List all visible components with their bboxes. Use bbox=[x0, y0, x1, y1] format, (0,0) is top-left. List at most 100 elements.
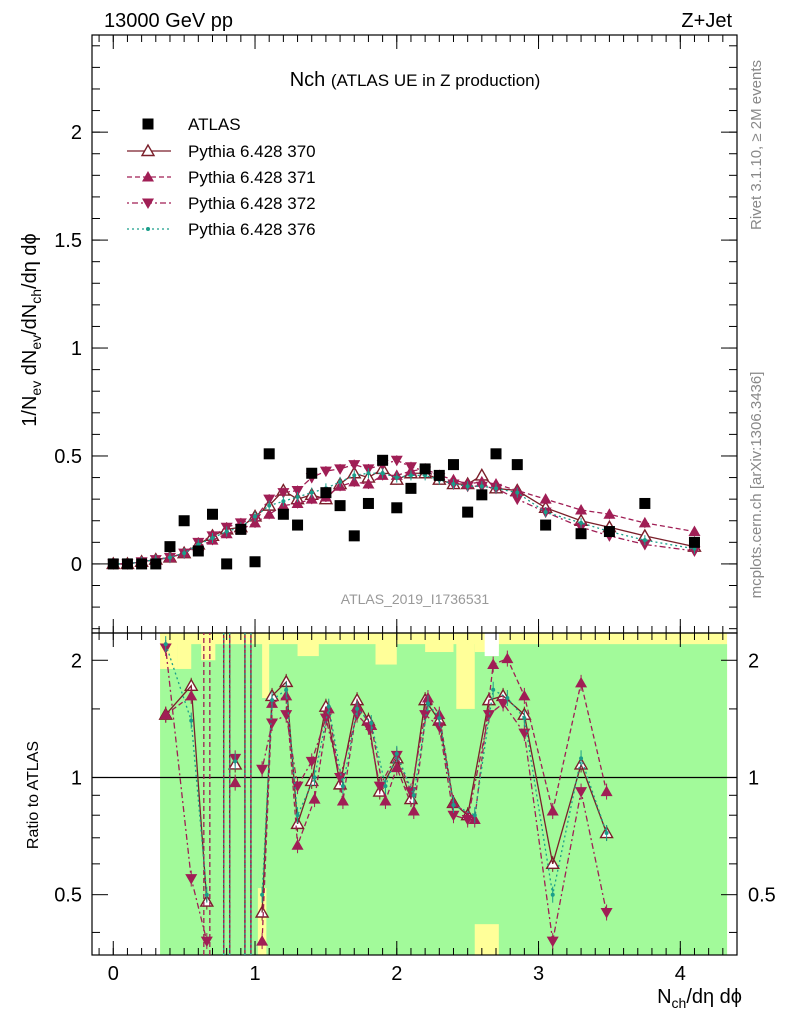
ratio-3-point bbox=[518, 728, 531, 740]
x-tick-label: 1 bbox=[249, 963, 260, 985]
ratio-plot-frame bbox=[91, 632, 738, 956]
ratio-y-tick-label-right: 2 bbox=[748, 650, 759, 672]
atlas-point bbox=[419, 463, 431, 475]
atlas-point bbox=[320, 487, 332, 499]
yellow-patch bbox=[456, 633, 475, 709]
legend-marker bbox=[146, 227, 150, 231]
ratio-y-tick-label: 0.5 bbox=[54, 885, 82, 907]
legend-label: Pythia 6.428 370 bbox=[188, 142, 316, 161]
chart-title: Nch (ATLAS UE in Z production) bbox=[290, 69, 541, 91]
series-4-point bbox=[224, 529, 229, 534]
ratio-y-axis-label: Ratio to ATLAS bbox=[25, 741, 42, 849]
atlas-point bbox=[292, 519, 304, 531]
atlas-point bbox=[235, 523, 247, 535]
ratio-line-2 bbox=[261, 657, 608, 942]
header-left: 13000 GeV pp bbox=[104, 10, 233, 32]
y-tick-label: 0.5 bbox=[54, 446, 82, 468]
atlas-point bbox=[263, 448, 275, 460]
ratio-4-point bbox=[604, 831, 609, 836]
series-line-2 bbox=[113, 468, 695, 565]
ratio-4-point bbox=[295, 813, 300, 818]
series-4-point bbox=[267, 503, 272, 508]
legend-label: Pythia 6.428 372 bbox=[188, 194, 316, 213]
ratio-3-point bbox=[600, 908, 613, 919]
series-3-point bbox=[511, 494, 524, 506]
legend: ATLAS Pythia 6.428 370 Pythia 6.428 371 Pyt… bbox=[127, 115, 316, 239]
series-4-point bbox=[281, 499, 286, 504]
series-2-point bbox=[291, 497, 304, 508]
ratio-line-4 bbox=[165, 643, 208, 895]
series-2-point bbox=[688, 525, 701, 537]
series-4-point bbox=[543, 510, 548, 515]
atlas-point bbox=[490, 448, 502, 460]
yellow-patch bbox=[160, 633, 178, 669]
legend-entry-4: Pythia 6.428 376 bbox=[127, 220, 316, 239]
atlas-point bbox=[639, 497, 651, 509]
yellow-patch-low bbox=[474, 924, 499, 955]
atlas-point bbox=[447, 459, 459, 471]
ratio-y-tick-label-right: 1 bbox=[748, 767, 759, 789]
series-4-point bbox=[408, 473, 413, 478]
atlas-point bbox=[150, 558, 162, 570]
atlas-point bbox=[433, 469, 445, 481]
atlas-point bbox=[391, 502, 403, 514]
ratio-4-point bbox=[411, 793, 416, 798]
series-4-point bbox=[309, 490, 314, 495]
ratio-2-point bbox=[487, 658, 500, 670]
yellow-patch-low bbox=[257, 888, 267, 955]
legend-entry-1: Pythia 6.428 370 bbox=[127, 142, 316, 161]
series-4-point bbox=[494, 486, 499, 491]
yellow-patch bbox=[297, 633, 319, 657]
series-4-point bbox=[380, 471, 385, 476]
series-3-point bbox=[575, 522, 588, 534]
series-3-point bbox=[390, 455, 403, 467]
yellow-patch bbox=[375, 633, 397, 665]
series-layer bbox=[106, 455, 702, 570]
series-4-point bbox=[253, 514, 258, 519]
atlas-point bbox=[348, 530, 360, 542]
legend-atlas-label: ATLAS bbox=[188, 115, 241, 134]
header-right: Z+Jet bbox=[681, 10, 732, 32]
series-2-point bbox=[638, 516, 651, 528]
series-4-point bbox=[338, 479, 343, 484]
legend-entry-atlas: ATLAS bbox=[142, 115, 241, 134]
ratio-series-group bbox=[158, 633, 614, 955]
x-tick-label: 4 bbox=[675, 963, 686, 985]
ratio-line-3 bbox=[261, 702, 608, 942]
atlas-data-points bbox=[107, 448, 700, 570]
legend-atlas-marker bbox=[142, 118, 154, 130]
atlas-point bbox=[362, 497, 374, 509]
x-tick-label: 2 bbox=[391, 963, 402, 985]
ratio-4-point bbox=[312, 775, 317, 780]
series-4-point bbox=[366, 471, 371, 476]
ratio-2-point bbox=[575, 676, 588, 688]
ratio-3-point bbox=[461, 814, 474, 826]
atlas-point bbox=[306, 467, 318, 479]
legend-label: Pythia 6.428 376 bbox=[188, 220, 316, 239]
series-2-point bbox=[263, 508, 276, 519]
series-3-point bbox=[291, 486, 304, 497]
series-4-point bbox=[465, 484, 470, 489]
series-3-point bbox=[348, 460, 361, 471]
legend-label: Pythia 6.428 371 bbox=[188, 168, 316, 187]
yellow-patch bbox=[201, 633, 216, 661]
series-2-point bbox=[603, 508, 616, 519]
series-2-point bbox=[575, 503, 588, 515]
axis-ticks bbox=[92, 35, 737, 955]
green-band bbox=[160, 644, 728, 955]
legend-entry-2: Pythia 6.428 371 bbox=[127, 168, 316, 187]
ratio-4-point bbox=[233, 759, 238, 764]
ratio-4-point bbox=[425, 701, 430, 706]
series-4-point bbox=[295, 494, 300, 499]
atlas-point bbox=[688, 536, 700, 548]
x-tick-label: 0 bbox=[108, 963, 119, 985]
atlas-point bbox=[178, 515, 190, 527]
series-3-point bbox=[263, 494, 276, 506]
series-4-point bbox=[642, 538, 647, 543]
x-axis-label: Nch/dη dϕ bbox=[657, 986, 742, 1011]
ratio-3-point bbox=[200, 936, 213, 948]
series-4-point bbox=[479, 484, 484, 489]
ratio-uncertainty-bands bbox=[92, 633, 728, 955]
series-4-point bbox=[451, 482, 456, 487]
atlas-point bbox=[476, 489, 488, 501]
